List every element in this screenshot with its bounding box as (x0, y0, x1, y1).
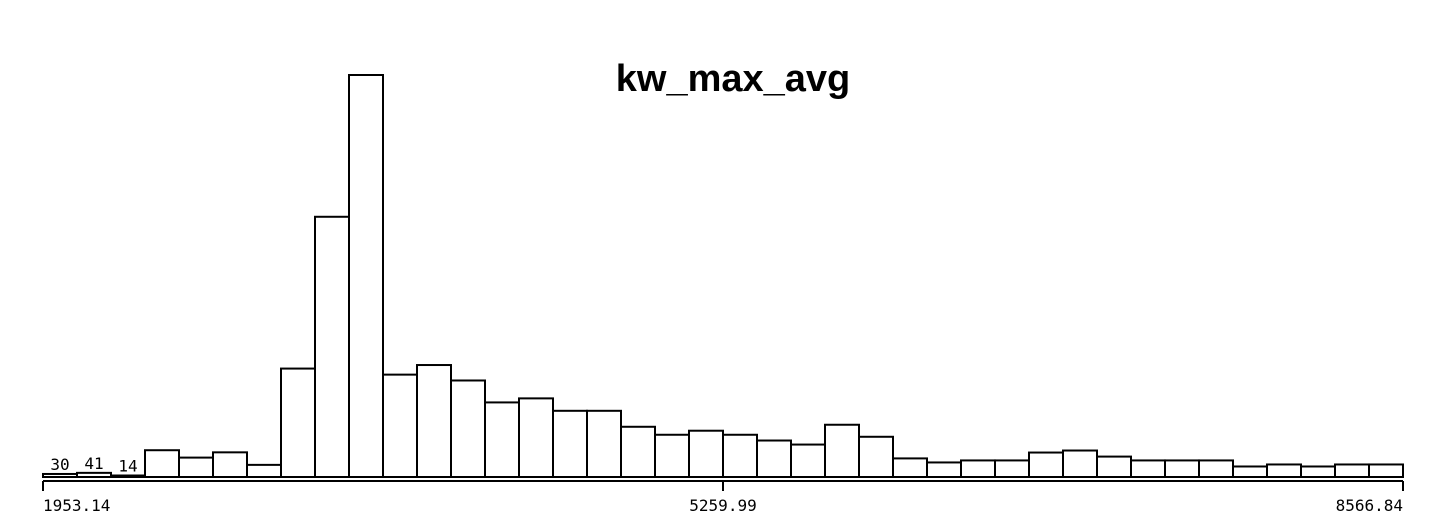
histogram-bar (620, 425, 656, 478)
x-tick-label: 1953.14 (43, 496, 110, 514)
x-tick-label: 8566.84 (1336, 496, 1403, 514)
histogram-bar (212, 451, 248, 478)
histogram-bar (1300, 465, 1336, 478)
histogram-bar (1062, 449, 1098, 478)
histogram-bar (688, 429, 724, 478)
histogram-bar (314, 215, 350, 478)
histogram-bar (552, 409, 588, 478)
histogram-bar (960, 459, 996, 478)
histogram-bar (824, 423, 860, 478)
histogram-bar (1096, 455, 1132, 478)
histogram-bar (892, 457, 928, 479)
histogram-bar (1368, 463, 1404, 479)
histogram-bar (1266, 463, 1302, 479)
bars-group (42, 74, 1404, 479)
histogram-bar (1198, 459, 1234, 478)
histogram-bar (246, 463, 282, 478)
histogram-bar (518, 397, 554, 479)
histogram-bar (110, 474, 146, 478)
chart-title: kw_max_avg (616, 58, 851, 100)
histogram-bar (1232, 465, 1268, 478)
bar-count-label: 30 (50, 455, 69, 474)
histogram-bar (1028, 451, 1064, 479)
histogram-bar (722, 433, 758, 479)
histogram-bar (756, 439, 792, 478)
histogram-bar (144, 449, 180, 479)
histogram-bar (926, 461, 962, 479)
histogram-bar (280, 367, 316, 479)
histogram-bar (484, 401, 520, 479)
histogram-bar (1130, 459, 1166, 478)
histogram-bar (416, 364, 452, 478)
histogram-bar (858, 435, 894, 478)
histogram-bar (348, 74, 384, 478)
histogram-bar (586, 409, 622, 478)
histogram-bar (1164, 459, 1200, 478)
histogram-bar (382, 373, 418, 479)
bar-count-label: 14 (118, 457, 137, 476)
bar-count-label: 41 (84, 454, 103, 473)
histogram-bar (178, 456, 214, 479)
histogram-bar (42, 472, 78, 479)
histogram-bar (790, 443, 826, 478)
data-labels-group: 30 41 14 (50, 454, 137, 476)
histogram-bar (450, 379, 486, 478)
histogram-bar (76, 471, 112, 478)
histogram-bar (994, 459, 1030, 478)
x-tick-label: 5259.99 (689, 496, 756, 514)
histogram-bar (654, 433, 690, 479)
x-axis-ticks: 1953.14 5259.99 8566.84 (42, 481, 1404, 514)
histogram-bar (1334, 463, 1370, 479)
